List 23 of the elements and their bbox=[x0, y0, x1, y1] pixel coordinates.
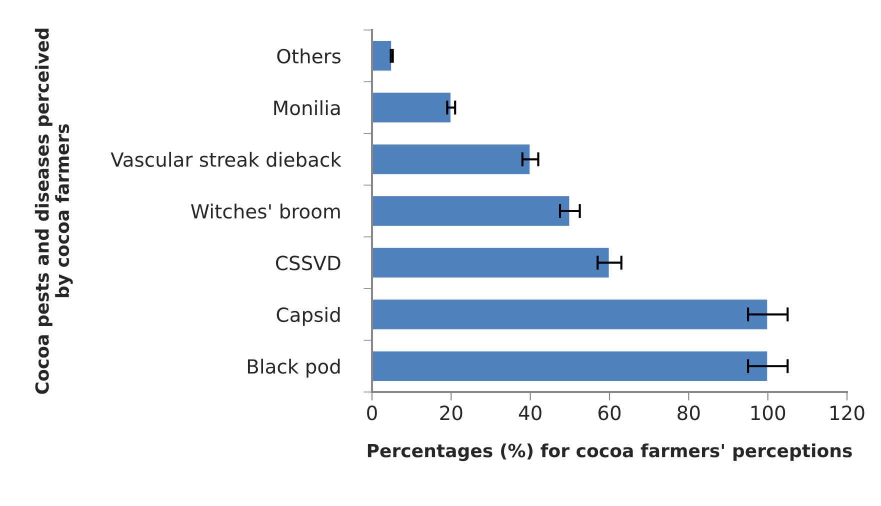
x-tick-label: 120 bbox=[830, 406, 864, 420]
bar bbox=[372, 246, 610, 279]
bar bbox=[372, 40, 392, 72]
x-tick-label: 0 bbox=[367, 406, 377, 420]
y-tick-label: Others bbox=[277, 48, 340, 64]
y-axis-title: Cocoa pests and diseases perceived by cocoa farmers bbox=[34, 28, 73, 394]
x-axis-title: Percentages (%) for cocoa farmers' perceptions bbox=[368, 443, 852, 462]
y-tick-label: Witches' broom bbox=[191, 204, 340, 219]
x-tick-label: 20 bbox=[440, 406, 462, 420]
x-tick-label: 60 bbox=[598, 406, 621, 420]
bar bbox=[372, 143, 532, 176]
y-tick-label: Monilia bbox=[274, 100, 340, 116]
bar bbox=[372, 91, 452, 124]
bar bbox=[372, 350, 769, 382]
x-tick-label: 40 bbox=[518, 406, 542, 420]
y-tick-label: Black pod bbox=[248, 358, 340, 378]
y-tick-label: Vascular streak dieback bbox=[110, 152, 342, 167]
bar bbox=[372, 194, 571, 228]
y-tick-label: Capsid bbox=[276, 307, 340, 326]
y-tick-label: CSSVD bbox=[276, 256, 340, 270]
x-tick-label: 100 bbox=[751, 406, 786, 420]
x-tick-label: 80 bbox=[678, 406, 700, 420]
bar bbox=[372, 298, 769, 331]
